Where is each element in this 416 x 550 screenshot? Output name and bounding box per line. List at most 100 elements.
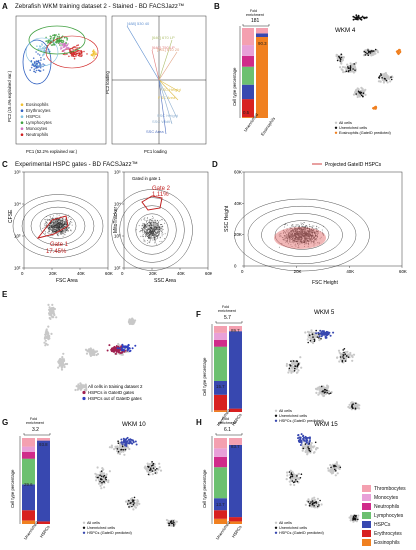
- facs-event: [318, 243, 320, 245]
- facs-event: [143, 218, 145, 220]
- umap-unenriched-cell: [357, 518, 359, 521]
- panel-d-density: [234, 198, 370, 272]
- facs-event: [53, 220, 55, 222]
- umap-unenriched-cell: [355, 516, 357, 518]
- facs-plot-2-frame: [123, 171, 209, 269]
- facs-event: [144, 229, 146, 231]
- facs-event: [146, 226, 148, 228]
- umap-all-cell: [165, 518, 168, 522]
- facs-event: [307, 230, 309, 232]
- umap-unenriched-cell: [358, 92, 361, 94]
- facs-event: [306, 233, 307, 235]
- pca-point: [39, 66, 42, 69]
- facs-event: [47, 222, 48, 224]
- umap-unenriched-cell: [360, 18, 363, 21]
- pca-point: [53, 36, 56, 38]
- umap-all-cell: [337, 349, 341, 352]
- gate-2-name: Gate 2: [152, 186, 171, 192]
- umap-all-cell: [332, 470, 335, 473]
- umap-unenriched-cell: [311, 503, 314, 506]
- hspc-in-gate-cell: [113, 349, 116, 352]
- x-tick-label: 40K: [77, 271, 85, 276]
- facs-event: [316, 228, 318, 230]
- facs-event: [157, 232, 159, 234]
- facs-event: [45, 222, 47, 224]
- facs-event: [300, 229, 302, 231]
- umap-unenriched-cell: [290, 360, 292, 362]
- umap-unenriched-cell: [168, 524, 170, 527]
- panel-b-bar-value-1: 0.5: [243, 110, 250, 115]
- umap-unenriched-cell: [308, 334, 311, 336]
- facs-event: [156, 228, 158, 230]
- umap-unenriched-cell: [342, 356, 344, 358]
- pca-point: [37, 61, 40, 64]
- umap-all-cell: [304, 331, 307, 334]
- celltype-legend: Thrombocytes Monocytes Neutrophils Lymphocy…: [362, 484, 416, 547]
- umap-unenriched-cell: [129, 502, 131, 504]
- facs-event: [152, 231, 154, 233]
- facs-event: [307, 231, 309, 233]
- facs-event: [157, 226, 159, 228]
- facs-event: [52, 218, 54, 220]
- facs-event: [64, 218, 66, 220]
- pca-point: [62, 44, 64, 47]
- x-tick-label: 60K: [399, 269, 407, 274]
- facs-event: [302, 223, 303, 225]
- umap-all-cell: [94, 350, 97, 354]
- y-tick-label: 40K: [234, 201, 242, 206]
- umap-all-cell: [136, 502, 139, 505]
- facs-event: [57, 226, 59, 228]
- facs-event: [159, 220, 161, 221]
- facs-plot-2-ylabel: MitoTracker: [113, 206, 119, 233]
- umap-unenriched-cell: [357, 18, 359, 21]
- umap-all-cell: [354, 67, 357, 70]
- facs-event: [307, 235, 309, 237]
- umap-unenriched-cell: [362, 92, 365, 94]
- facs-event: [56, 227, 58, 229]
- umap-all-cell: [315, 447, 318, 450]
- umap-unenriched-cell: [290, 475, 292, 478]
- facs-event: [287, 235, 289, 237]
- facs-event: [149, 236, 150, 238]
- facs-event: [287, 230, 289, 232]
- umap-unenriched-cell: [133, 496, 136, 499]
- facs-event: [287, 231, 289, 233]
- facs-event: [147, 219, 149, 221]
- facs-event: [302, 231, 304, 233]
- umap-all-cell: [99, 484, 102, 487]
- umap-all-cell: [79, 388, 82, 391]
- loading-label: SSC Area: [146, 129, 164, 134]
- umap-unenriched-cell: [339, 58, 342, 61]
- pca-point: [32, 57, 35, 59]
- umap-all-cell: [97, 473, 100, 477]
- umap-unenriched-cell: [324, 391, 326, 393]
- umap-all-cell: [101, 468, 105, 471]
- facs-event: [64, 222, 66, 224]
- facs-event: [289, 238, 291, 240]
- pca-point: [40, 59, 42, 61]
- pca-point: [75, 51, 77, 53]
- pca-point: [75, 55, 77, 57]
- legend-swatch: [274, 414, 278, 417]
- facs-event: [162, 225, 163, 227]
- facs-event: [45, 231, 46, 233]
- umap-all-cell: [80, 383, 83, 386]
- facs-event: [71, 224, 73, 226]
- facs-event: [322, 233, 323, 235]
- facs-event: [308, 244, 310, 246]
- facs-event: [311, 238, 313, 240]
- facs-event: [157, 229, 159, 231]
- facs-event: [297, 240, 298, 242]
- facs-event: [316, 235, 318, 237]
- umap-hspc-cell: [324, 336, 327, 339]
- facs-event: [298, 234, 300, 236]
- facs-event: [143, 240, 145, 242]
- pca-ylabel: PC2 (15.4% explained var.): [7, 70, 12, 122]
- facs-event: [317, 230, 319, 232]
- ylabel: Cell type percentage: [202, 469, 207, 508]
- umap-all-cell: [44, 339, 47, 342]
- facs-event: [154, 227, 156, 229]
